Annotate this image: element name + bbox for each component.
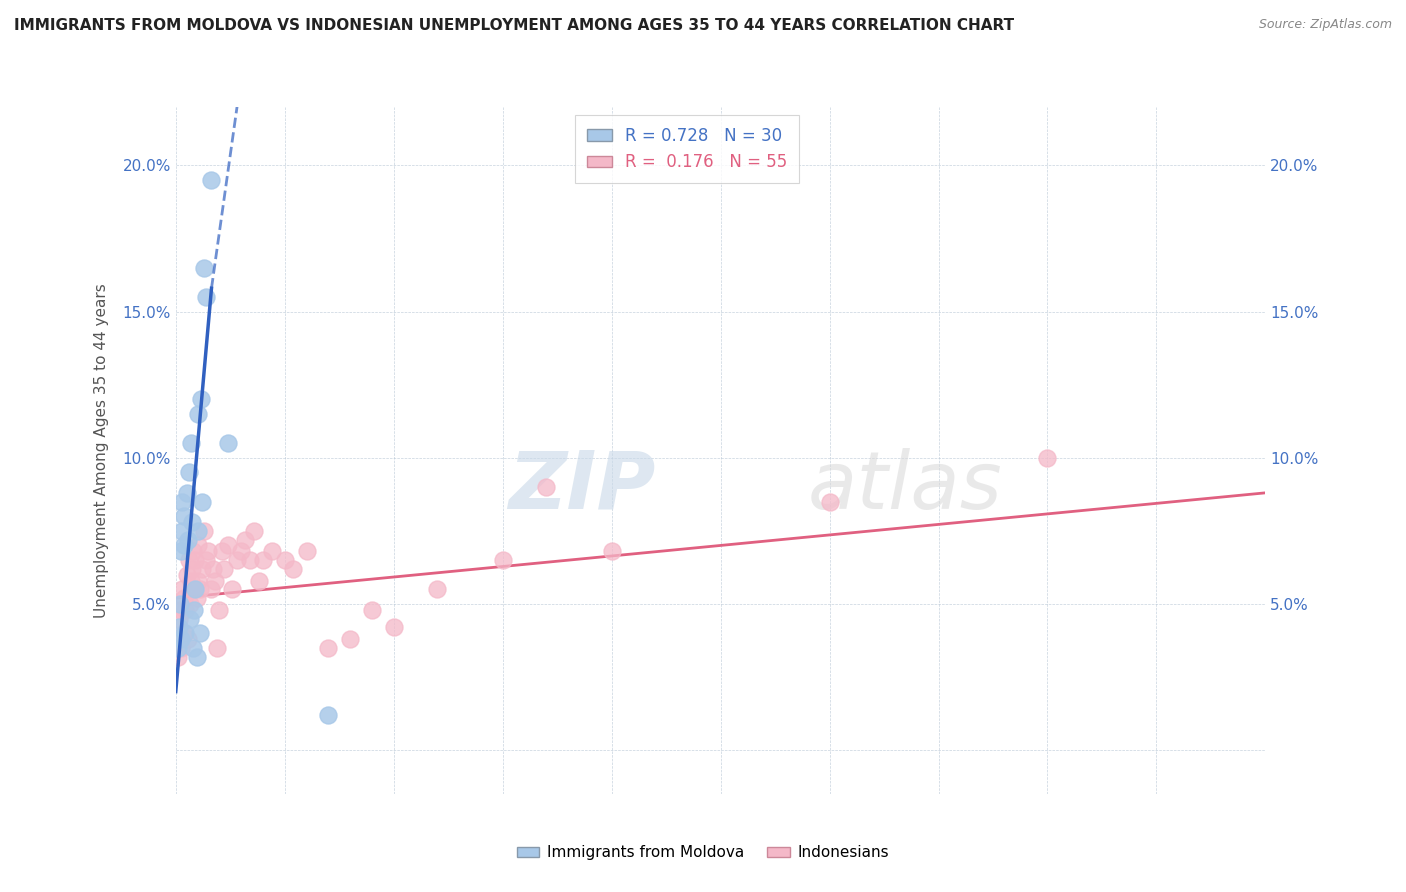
Point bbox=[176, 486, 198, 500]
Point bbox=[186, 591, 208, 605]
Point bbox=[167, 640, 190, 655]
Point bbox=[187, 524, 209, 538]
Point bbox=[201, 562, 224, 576]
Point bbox=[184, 553, 207, 567]
Point bbox=[181, 515, 204, 529]
Point bbox=[190, 392, 212, 407]
Point bbox=[167, 620, 190, 634]
Legend: Immigrants from Moldova, Indonesians: Immigrants from Moldova, Indonesians bbox=[510, 839, 896, 866]
Point bbox=[176, 567, 198, 582]
Point bbox=[177, 533, 200, 547]
Point bbox=[361, 603, 384, 617]
Point bbox=[221, 582, 243, 597]
Point bbox=[173, 591, 195, 605]
Point bbox=[181, 544, 204, 558]
Point bbox=[260, 544, 283, 558]
Point bbox=[191, 562, 214, 576]
Point bbox=[181, 640, 204, 655]
Point bbox=[239, 553, 262, 567]
Point bbox=[492, 553, 515, 567]
Point bbox=[172, 494, 194, 508]
Point bbox=[169, 597, 191, 611]
Point bbox=[177, 553, 200, 567]
Point bbox=[426, 582, 449, 597]
Point bbox=[174, 626, 197, 640]
Point bbox=[170, 632, 193, 646]
Point bbox=[184, 582, 207, 597]
Point bbox=[243, 524, 266, 538]
Point bbox=[186, 407, 209, 421]
Point bbox=[208, 603, 231, 617]
Point bbox=[191, 494, 214, 508]
Point bbox=[170, 640, 193, 655]
Point bbox=[217, 538, 239, 552]
Point bbox=[167, 649, 190, 664]
Point bbox=[180, 436, 202, 450]
Point bbox=[205, 640, 228, 655]
Point bbox=[186, 574, 209, 588]
Point bbox=[217, 436, 239, 450]
Point bbox=[1036, 450, 1059, 465]
Point bbox=[173, 538, 195, 552]
Point bbox=[173, 626, 195, 640]
Text: IMMIGRANTS FROM MOLDOVA VS INDONESIAN UNEMPLOYMENT AMONG AGES 35 TO 44 YEARS COR: IMMIGRANTS FROM MOLDOVA VS INDONESIAN UN… bbox=[14, 18, 1014, 33]
Point bbox=[200, 173, 222, 187]
Point bbox=[818, 494, 841, 508]
Point bbox=[174, 603, 197, 617]
Point bbox=[180, 574, 202, 588]
Point bbox=[193, 524, 215, 538]
Point bbox=[188, 626, 211, 640]
Point bbox=[200, 582, 222, 597]
Point bbox=[169, 603, 191, 617]
Point bbox=[197, 544, 219, 558]
Point bbox=[187, 538, 209, 552]
Point bbox=[225, 553, 247, 567]
Point bbox=[170, 544, 193, 558]
Point bbox=[252, 553, 274, 567]
Point bbox=[295, 544, 318, 558]
Point bbox=[177, 466, 200, 480]
Point bbox=[318, 708, 340, 723]
Point bbox=[600, 544, 623, 558]
Text: Source: ZipAtlas.com: Source: ZipAtlas.com bbox=[1258, 18, 1392, 31]
Point bbox=[179, 597, 201, 611]
Point bbox=[235, 533, 257, 547]
Point bbox=[167, 611, 190, 625]
Point bbox=[382, 620, 405, 634]
Point bbox=[193, 260, 215, 275]
Point bbox=[231, 544, 253, 558]
Point bbox=[211, 544, 233, 558]
Point bbox=[181, 562, 204, 576]
Point bbox=[172, 524, 194, 538]
Point bbox=[173, 509, 195, 524]
Text: atlas: atlas bbox=[808, 448, 1002, 526]
Point bbox=[283, 562, 305, 576]
Point bbox=[183, 582, 205, 597]
Point bbox=[177, 632, 200, 646]
Point bbox=[179, 611, 201, 625]
Point bbox=[195, 553, 218, 567]
Point bbox=[204, 574, 226, 588]
Point bbox=[318, 640, 340, 655]
Point bbox=[534, 480, 557, 494]
Point bbox=[172, 582, 194, 597]
Point bbox=[274, 553, 297, 567]
Legend: R = 0.728   N = 30, R =  0.176   N = 55: R = 0.728 N = 30, R = 0.176 N = 55 bbox=[575, 115, 800, 183]
Y-axis label: Unemployment Among Ages 35 to 44 years: Unemployment Among Ages 35 to 44 years bbox=[94, 283, 108, 618]
Point bbox=[195, 290, 218, 304]
Point bbox=[339, 632, 361, 646]
Point bbox=[188, 582, 211, 597]
Point bbox=[212, 562, 235, 576]
Text: ZIP: ZIP bbox=[508, 448, 655, 526]
Point bbox=[247, 574, 270, 588]
Point bbox=[183, 603, 205, 617]
Point bbox=[186, 649, 208, 664]
